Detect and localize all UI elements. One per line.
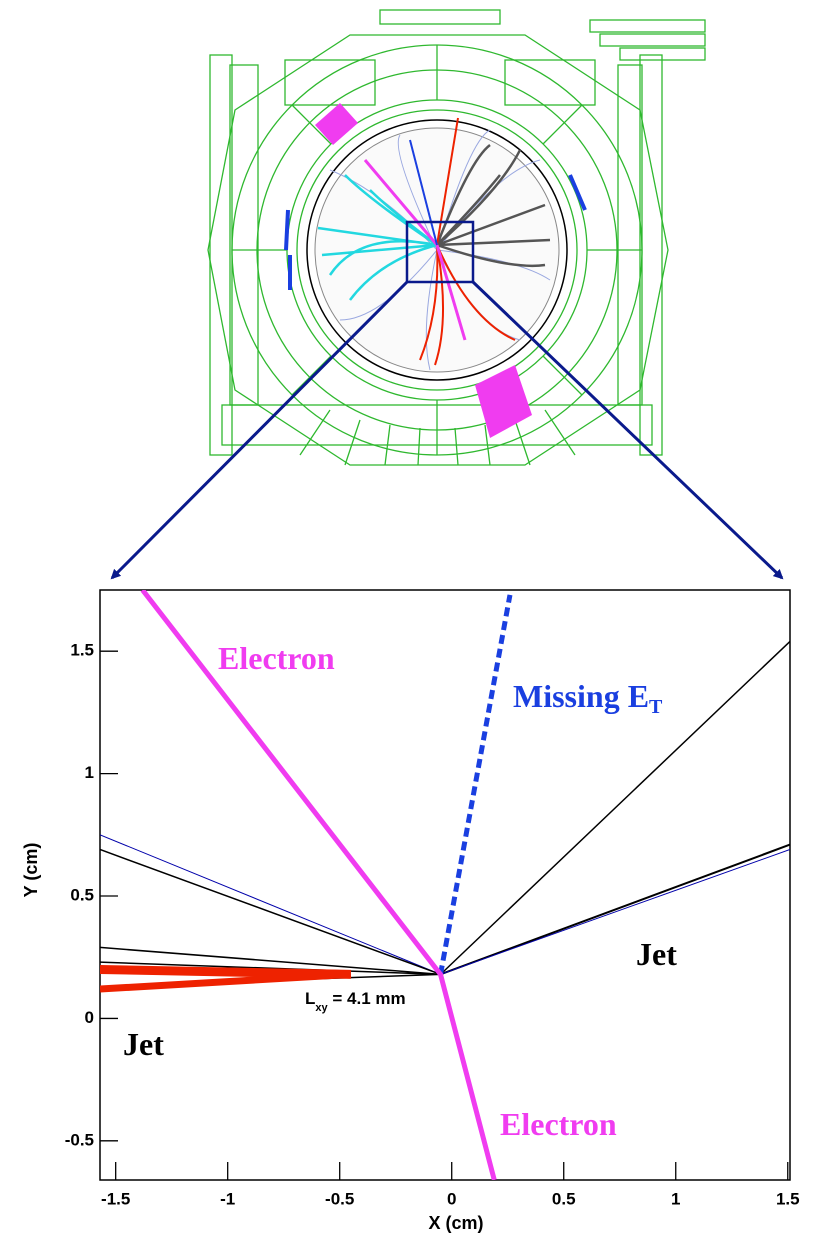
- annotation: Electron: [218, 640, 335, 676]
- x-tick-label: -0.5: [325, 1189, 354, 1208]
- annotation-text: Electron: [500, 1106, 617, 1142]
- event-display: -1.5 -1 -0.5 0 0.5 1 1.5 -0.5 0 0.5 1 1.5 X (cm) Y …: [0, 0, 821, 1238]
- annotation: Missing ET: [513, 678, 663, 717]
- annotation-text: Jet: [636, 936, 677, 972]
- x-tick-label: -1: [220, 1189, 235, 1208]
- y-tick-label: 1: [85, 763, 94, 782]
- y-tick-label: 1.5: [70, 641, 94, 660]
- y-tick-label: 0: [85, 1008, 94, 1027]
- detector-diagram: [112, 10, 782, 578]
- annotation-text: = 4.1 mm: [328, 989, 406, 1008]
- y-tick-label: 0.5: [70, 886, 94, 905]
- annotation-text: Electron: [218, 640, 335, 676]
- annotation: Jet: [636, 936, 677, 972]
- x-axis-label: X (cm): [428, 1213, 483, 1233]
- annotation-text: L: [305, 989, 315, 1008]
- y-tick-label: -0.5: [65, 1130, 94, 1149]
- plot-frame: [100, 590, 790, 1180]
- x-tick-label: -1.5: [101, 1189, 130, 1208]
- annotation: Electron: [500, 1106, 617, 1142]
- x-tick-label: 0: [447, 1189, 456, 1208]
- y-axis-label: Y (cm): [21, 843, 41, 898]
- x-tick-label: 1: [671, 1189, 680, 1208]
- annotation-text: Jet: [123, 1026, 164, 1062]
- annotation-subscript: xy: [315, 1002, 328, 1014]
- annotation-text: Missing E: [513, 678, 649, 714]
- x-tick-label: 0.5: [552, 1189, 576, 1208]
- annotation: Jet: [123, 1026, 164, 1062]
- x-tick-label: 1.5: [776, 1189, 800, 1208]
- annotation-subscript: T: [649, 696, 663, 718]
